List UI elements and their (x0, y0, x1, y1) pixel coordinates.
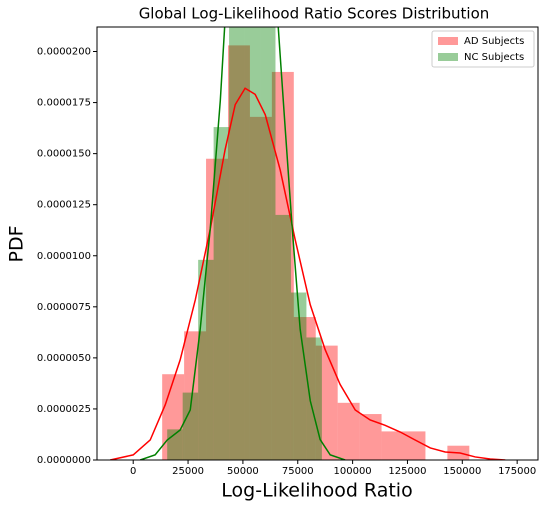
histogram-bar (249, 116, 272, 460)
histogram-bar (403, 431, 426, 460)
density-line (139, 27, 346, 460)
legend-label: AD Subjects (464, 36, 524, 47)
histogram-bar (290, 292, 307, 460)
histogram-bar (275, 214, 291, 460)
histogram-bar (293, 317, 316, 460)
x-tick-label: 0 (130, 466, 136, 477)
histogram-bar (182, 392, 199, 460)
y-tick-label: 0.0000100 (37, 251, 91, 262)
y-tick-label: 0.0000125 (37, 200, 91, 211)
legend-label: NC Subjects (464, 52, 524, 63)
density-line (110, 87, 506, 460)
histogram-bar (359, 414, 382, 460)
histogram-bar (206, 158, 228, 460)
axes-frame (96, 26, 539, 461)
histogram-bar (213, 127, 230, 460)
legend-box (431, 30, 535, 68)
chart-title: Global Log-Likelihood Ratio Scores Distr… (139, 5, 490, 23)
histogram-bar (315, 345, 338, 460)
x-tick-label: 100000 (334, 466, 372, 477)
y-tick-label: 0.0000000 (37, 455, 91, 466)
histogram-bar (381, 431, 404, 460)
y-tick-label: 0.0000175 (37, 98, 91, 109)
y-tick-label: 0.0000075 (37, 302, 91, 313)
histogram-bar (198, 259, 214, 460)
legend-swatch (438, 37, 458, 45)
legend-swatch (438, 53, 458, 61)
x-tick-label: 125000 (388, 466, 426, 477)
x-tick-label: 50000 (227, 466, 259, 477)
histogram-bar (306, 337, 322, 460)
x-tick-label: 150000 (443, 466, 481, 477)
y-tick-label: 0.0000050 (37, 353, 91, 364)
histogram-bar (227, 45, 250, 460)
histogram-bar (244, 27, 261, 460)
histogram-bar (260, 27, 276, 460)
x-tick-label: 25000 (172, 466, 204, 477)
y-tick-label: 0.0000025 (37, 404, 91, 415)
x-tick-label: 175000 (498, 466, 536, 477)
x-tick-label: 75000 (282, 466, 314, 477)
y-axis-label: PDF (6, 225, 28, 262)
histogram-bar (229, 27, 245, 460)
plot-area (110, 27, 506, 460)
y-tick-label: 0.0000150 (37, 149, 91, 160)
histogram-bar (184, 331, 207, 460)
y-tick-label: 0.0000200 (37, 47, 91, 58)
x-axis-label: Log-Likelihood Ratio (221, 480, 412, 502)
histogram-bar (337, 402, 360, 460)
